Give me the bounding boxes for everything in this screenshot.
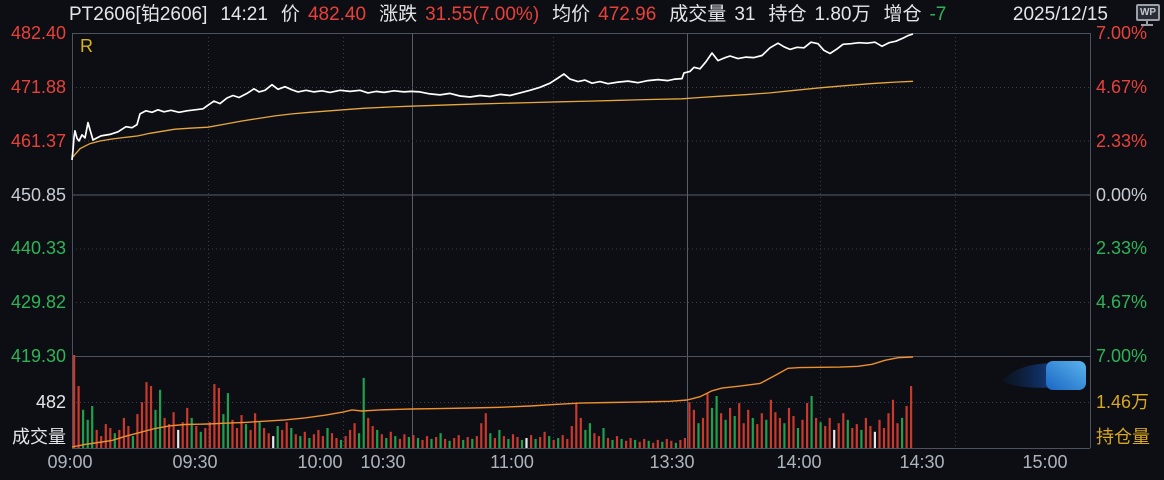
avg-price-label: 均价: [552, 4, 591, 25]
header-bar: PT2606[铂2606] 14:21 价 482.40 涨跌 31.55(7.…: [0, 0, 1164, 30]
wp-monitor-stand: [1146, 21, 1148, 24]
volume-label: 成交量: [669, 4, 727, 25]
open-interest-line: [71, 356, 914, 448]
contract-symbol: PT2606[铂2606]: [69, 4, 208, 25]
price-label: 价: [280, 4, 300, 25]
wp-watermark-icon: WP: [1134, 4, 1160, 26]
oi-change-label: 增仓: [883, 4, 922, 25]
change-label: 涨跌: [379, 4, 418, 25]
wp-monitor-base: [1141, 24, 1153, 26]
open-interest-value: 1.80万: [814, 4, 871, 25]
open-interest-label: 持仓: [768, 4, 807, 25]
oi-change-value: -7: [929, 4, 947, 25]
volume-value: 31: [734, 4, 756, 25]
change-value: 31.55(7.00%): [425, 4, 540, 25]
trade-date: 2025/12/15: [1012, 4, 1108, 25]
last-price-value: 482.40: [307, 4, 367, 25]
volume-bars: [73, 355, 913, 448]
price-line: [71, 33, 914, 160]
wp-monitor-icon: WP: [1136, 4, 1160, 21]
quote-time: 14:21: [220, 4, 268, 25]
avg-price-line: [71, 80, 914, 159]
app-watermark-logo: [1002, 361, 1086, 390]
avg-price-value: 472.96: [598, 4, 657, 25]
